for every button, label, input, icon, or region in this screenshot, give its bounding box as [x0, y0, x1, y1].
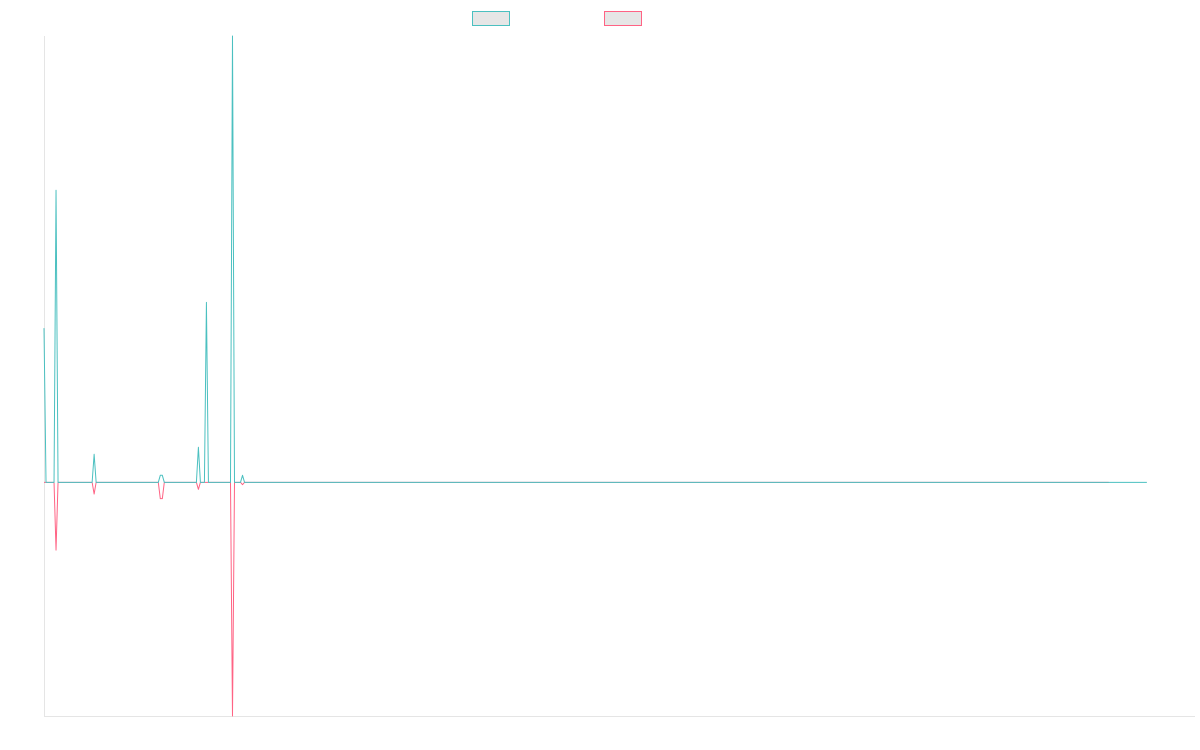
legend-swatch-series-1 — [472, 10, 510, 26]
legend-item-series-1[interactable] — [472, 9, 516, 27]
series-line-1 — [43, 35, 1147, 483]
series-layer — [43, 35, 1147, 717]
legend-swatch-series-2 — [604, 10, 642, 26]
series-line-2 — [44, 481, 1109, 717]
legend — [0, 9, 1200, 27]
legend-item-series-2[interactable] — [604, 9, 648, 27]
